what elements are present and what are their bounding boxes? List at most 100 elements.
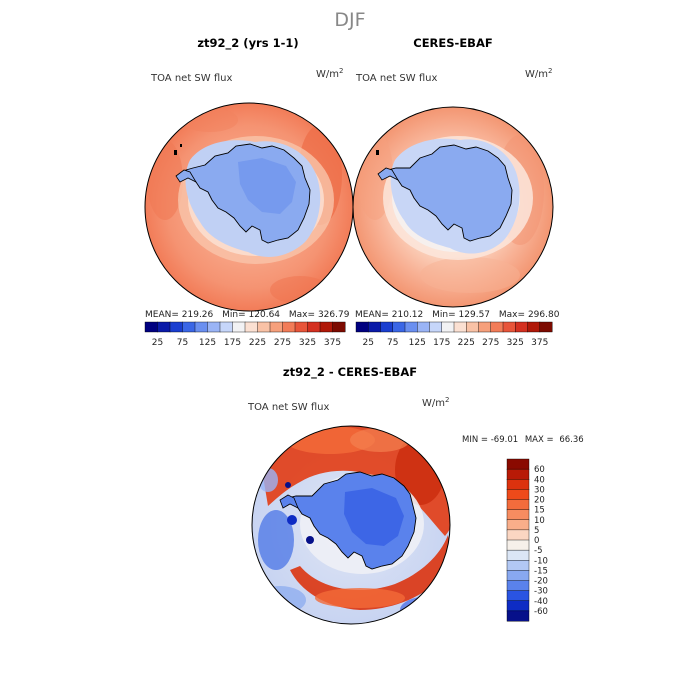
diff-colorbar-swatch — [506, 590, 530, 602]
obs-colorbar-swatch — [404, 321, 418, 333]
diff-colorbar-swatch — [506, 519, 530, 531]
panel-model-stats: MEAN= 219.26 Min= 120.64 Max= 326.79 — [145, 310, 350, 320]
diff-colorbar-tick-label: 10 — [534, 516, 545, 526]
panel-obs-units: W/m2 — [525, 67, 552, 80]
panel-obs-variable: TOA net SW flux — [355, 73, 437, 84]
model-colorbar-swatch — [157, 321, 171, 333]
obs-colorbar-swatch — [392, 321, 406, 333]
obs-colorbar-tick-label: 225 — [458, 338, 475, 348]
diff-colorbar-swatch — [506, 458, 530, 470]
model-colorbar-tick-label: 275 — [274, 338, 291, 348]
model-colorbar-swatch — [207, 321, 221, 333]
diff-colorbar-swatch — [506, 560, 530, 571]
model-colorbar-swatch — [307, 321, 321, 333]
model-colorbar-tick-label: 25 — [152, 338, 163, 348]
model-colorbar-tick-label: 325 — [299, 338, 316, 348]
model-colorbar-swatch — [282, 321, 296, 333]
diff-colorbar-tick-label: -60 — [534, 607, 548, 617]
model-colorbar-swatch — [257, 321, 271, 333]
diff-colorbar-tick-label: 0 — [534, 536, 539, 546]
obs-colorbar-swatch — [478, 321, 492, 333]
obs-colorbar-swatch — [417, 321, 431, 333]
diff-colorbar-swatch — [506, 529, 530, 541]
panel-diff-variable: TOA net SW flux — [247, 402, 329, 413]
diff-colorbar-tick-label: -15 — [534, 566, 548, 576]
model-colorbar-swatch — [219, 321, 234, 333]
diff-colorbar-tick-label: -10 — [534, 556, 548, 566]
obs-colorbar-swatch — [466, 321, 480, 333]
obs-colorbar-tick-label: 25 — [363, 338, 374, 348]
diff-colorbar-swatch — [506, 479, 530, 490]
model-colorbar-swatch — [169, 321, 184, 333]
panel-diff-map-border — [251, 425, 451, 625]
model-colorbar-tick-label: 225 — [249, 338, 266, 348]
model-colorbar-swatch — [232, 321, 246, 333]
model-colorbar-swatch — [332, 321, 346, 333]
diff-colorbar-tick-label: -5 — [534, 546, 542, 556]
obs-colorbar-swatch — [429, 321, 443, 333]
obs-colorbar-tick-label: 175 — [433, 338, 450, 348]
panel-diff-stats: MIN = -69.01 MAX = 66.36 — [462, 435, 584, 445]
model-colorbar-tick-label: 175 — [224, 338, 241, 348]
obs-colorbar-tick-label: 325 — [507, 338, 524, 348]
diff-colorbar-swatch — [506, 489, 530, 501]
diff-colorbar-tick-label: 60 — [534, 465, 545, 475]
diff-colorbar-tick-label: 5 — [534, 526, 539, 536]
obs-colorbar-tick-label: 75 — [387, 338, 398, 348]
obs-colorbar-swatch — [380, 321, 394, 333]
diff-colorbar-tick-label: 15 — [534, 506, 545, 516]
diff-colorbar-tick-label: -40 — [534, 597, 548, 607]
panel-obs-colorbar: 25 75 125 175 225 275 325 375 — [355, 321, 553, 348]
diff-colorbar-tick-label: -30 — [534, 587, 548, 597]
obs-colorbar-swatch — [539, 321, 553, 333]
panel-model-colorbar: 25 75 125 175 225 275 325 375 — [144, 321, 346, 348]
model-colorbar-tick-label: 375 — [324, 338, 341, 348]
panel-model-variable: TOA net SW flux — [150, 73, 232, 84]
obs-colorbar-swatch — [441, 321, 455, 333]
obs-colorbar-tick-label: 375 — [531, 338, 548, 348]
model-colorbar-tick-label: 125 — [199, 338, 216, 348]
diff-colorbar-tick-label: 30 — [534, 485, 545, 495]
model-colorbar-swatch — [194, 321, 209, 333]
panel-diff-title: zt92_2 - CERES-EBAF — [283, 365, 417, 380]
obs-colorbar-swatch — [502, 321, 516, 333]
panel-model-units: W/m2 — [316, 67, 343, 80]
diff-colorbar-swatch — [506, 580, 530, 592]
diff-colorbar-swatch — [506, 600, 530, 612]
obs-colorbar-swatch — [515, 321, 529, 333]
obs-colorbar-tick-label: 275 — [482, 338, 499, 348]
model-colorbar-swatch — [182, 321, 196, 333]
diff-colorbar-swatch — [506, 549, 530, 561]
panel-obs-map — [353, 107, 553, 307]
diff-colorbar-swatch — [506, 509, 530, 521]
obs-colorbar-tick-label: 125 — [409, 338, 426, 348]
diff-colorbar-tick-label: 40 — [534, 475, 545, 485]
panel-model-map — [145, 103, 353, 311]
panel-obs-stats: MEAN= 210.12 Min= 129.57 Max= 296.80 — [355, 310, 560, 320]
panel-model-title: zt92_2 (yrs 1-1) — [197, 36, 298, 51]
model-colorbar-swatch — [244, 321, 259, 333]
panel-model: zt92_2 (yrs 1-1) TOA net SW flux W/m2 — [144, 36, 354, 348]
diff-colorbar-tick-label: -20 — [534, 577, 548, 587]
panel-diff: zt92_2 - CERES-EBAF TOA net SW flux W/m2… — [247, 365, 584, 625]
panel-diff-map — [252, 426, 450, 624]
diff-colorbar-tick-label: 20 — [534, 496, 545, 506]
obs-colorbar-swatch — [368, 321, 382, 333]
diff-colorbar-swatch — [506, 468, 530, 480]
panel-diff-units: W/m2 — [422, 396, 449, 409]
diff-colorbar-swatch — [506, 499, 530, 511]
diff-colorbar-swatch — [506, 539, 530, 551]
obs-colorbar-swatch — [355, 321, 369, 333]
obs-colorbar-swatch — [490, 321, 504, 333]
diff-colorbar-swatch — [506, 570, 530, 582]
model-colorbar-swatch — [144, 321, 159, 333]
panel-obs: CERES-EBAF TOA net SW flux W/m2 MEAN= 21… — [352, 36, 560, 348]
season-title: DJF — [334, 9, 365, 31]
obs-colorbar-swatch — [453, 321, 467, 333]
model-colorbar-swatch — [319, 321, 334, 333]
panel-obs-title: CERES-EBAF — [413, 36, 492, 50]
panel-obs-map-border — [352, 106, 554, 308]
